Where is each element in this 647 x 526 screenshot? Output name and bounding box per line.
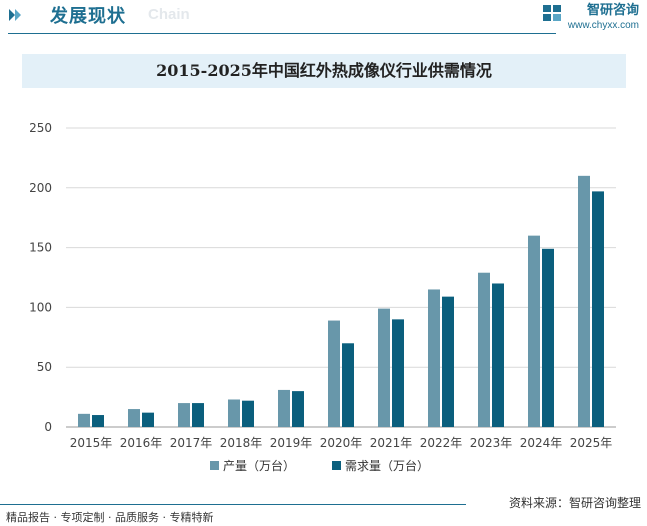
y-tick-label: 150 [29, 241, 52, 255]
bar-demand [192, 403, 204, 427]
x-tick-label: 2021年 [370, 436, 413, 450]
y-tick-label: 0 [44, 420, 52, 434]
footer-divider [0, 504, 466, 505]
bar-production [478, 272, 490, 427]
bar-production [278, 389, 290, 427]
header-divider [8, 33, 556, 34]
brand-name: 智研咨询 [586, 3, 639, 18]
x-tick-label: 2019年 [270, 436, 313, 450]
bar-production [228, 399, 240, 427]
brand: 智研咨询 www.chyxx.com [542, 3, 639, 33]
bar-production [178, 403, 190, 427]
bar-demand [142, 412, 154, 427]
x-tick-label: 2023年 [470, 436, 513, 450]
brand-url[interactable]: www.chyxx.com [567, 20, 639, 31]
x-tick-label: 2022年 [420, 436, 463, 450]
double-chevron-icon [9, 9, 21, 21]
bars [78, 175, 604, 427]
y-tick-label: 250 [29, 121, 52, 135]
footer-slogan: 精品报告 · 专项定制 · 品质服务 · 专精特新 [6, 511, 214, 524]
x-tick-label: 2017年 [170, 436, 213, 450]
y-tick-label: 50 [37, 360, 52, 374]
bar-demand [342, 343, 354, 427]
header: 发展现状 Chain 智研咨询 www.chyxx.com [0, 0, 647, 36]
legend-label-production: 产量（万台） [223, 458, 295, 473]
section-subtitle: Chain [148, 6, 190, 23]
bar-demand [442, 296, 454, 427]
bar-production [578, 175, 590, 427]
legend-label-demand: 需求量（万台） [345, 458, 429, 473]
grid-lines [66, 127, 616, 428]
bar-demand [92, 415, 104, 427]
bar-demand [492, 283, 504, 427]
legend-swatch-production [210, 461, 219, 470]
bar-production [328, 320, 340, 427]
bar-production [378, 308, 390, 427]
chart-title-banner: 2015-2025年中国红外热成像仪行业供需情况 [22, 54, 626, 88]
x-tick-label: 2024年 [520, 436, 563, 450]
bar-production [128, 409, 140, 427]
legend-swatch-demand [332, 461, 341, 470]
bar-production [78, 413, 90, 427]
data-source: 资料来源：智研咨询整理 [508, 496, 641, 510]
brand-logo-icon [542, 5, 561, 21]
x-tick-label: 2020年 [320, 436, 363, 450]
bar-demand [392, 319, 404, 427]
legend: 产量（万台） 需求量（万台） [210, 458, 429, 473]
bar-demand [292, 391, 304, 427]
y-tick-label: 100 [29, 300, 52, 314]
x-tick-label: 2025年 [570, 436, 613, 450]
bar-production [428, 289, 440, 427]
bar-demand [242, 400, 254, 427]
y-axis-ticks: 0 50 100 150 200 250 [29, 121, 52, 434]
bar-production [528, 235, 540, 427]
x-axis-ticks: 2015年 2016年 2017年 2018年 2019年 2020年 2021年 2022年… [70, 436, 613, 450]
y-tick-label: 200 [29, 181, 52, 195]
bar-demand [592, 191, 604, 427]
x-tick-label: 2015年 [70, 436, 113, 450]
x-tick-label: 2018年 [220, 436, 263, 450]
x-tick-label: 2016年 [120, 436, 163, 450]
section-title: 发展现状 [50, 6, 126, 27]
chart-title: 2015-2025年中国红外热成像仪行业供需情况 [156, 61, 492, 80]
bar-demand [542, 248, 554, 427]
